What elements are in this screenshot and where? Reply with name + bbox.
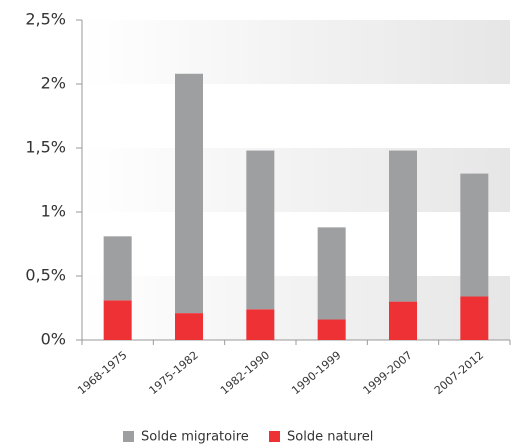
x-tick-label: 1982-1990 bbox=[218, 349, 272, 398]
y-tick-label: 1,5% bbox=[25, 138, 66, 157]
y-tick-label: 1% bbox=[41, 202, 66, 221]
y-tick-label: 2,5% bbox=[25, 10, 66, 29]
x-tick-label: 1999-2007 bbox=[361, 349, 415, 398]
x-tick-label: 1990-1999 bbox=[289, 349, 343, 398]
legend-swatch bbox=[269, 431, 280, 442]
bar-segment bbox=[246, 150, 275, 310]
y-tick-label: 0% bbox=[41, 330, 66, 349]
x-tick-label: 2007-2012 bbox=[432, 349, 486, 398]
bar-segment bbox=[460, 173, 489, 297]
bar-segment bbox=[246, 309, 275, 340]
band bbox=[82, 20, 510, 84]
x-tick-label: 1968-1975 bbox=[75, 349, 129, 398]
bar-segment bbox=[389, 301, 417, 340]
bar-segment bbox=[460, 296, 489, 340]
bar-segment bbox=[175, 73, 203, 314]
legend-swatch bbox=[123, 431, 134, 442]
bar-segment bbox=[389, 150, 417, 302]
y-tick-label: 0,5% bbox=[25, 266, 66, 285]
bar-segment bbox=[175, 313, 203, 340]
bar-segment bbox=[317, 319, 346, 340]
band bbox=[82, 276, 510, 340]
legend-label: Solde naturel bbox=[287, 430, 373, 445]
background-bands bbox=[82, 20, 510, 340]
bar-segment bbox=[317, 227, 346, 320]
bar-segment bbox=[103, 236, 132, 301]
bar-segment bbox=[103, 300, 132, 340]
band bbox=[82, 148, 510, 212]
y-tick-label: 2% bbox=[41, 74, 66, 93]
x-tick-label: 1975-1982 bbox=[147, 349, 201, 398]
legend-label: Solde migratoire bbox=[141, 430, 249, 445]
